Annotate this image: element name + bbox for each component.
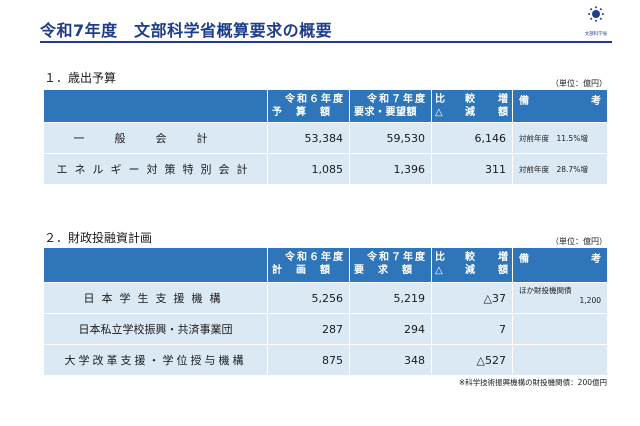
- row-note: [513, 314, 607, 344]
- row-prev: 1,085: [268, 154, 350, 184]
- row-diff: 6,146: [432, 123, 513, 153]
- header-request: 令和７年度 要 求 額: [350, 248, 432, 282]
- row-note: 対前年度 28.7%増: [519, 164, 588, 174]
- row-note-line1: ほか財投機関債: [519, 286, 572, 295]
- unit-note-expenditure: （単位：億円）: [551, 79, 607, 88]
- row-note-line2: 1,200: [579, 296, 601, 305]
- header-diff-b: 較: [465, 94, 475, 105]
- header-note-b: 考: [591, 96, 601, 107]
- header-prev-line2: 予 算 額: [272, 107, 332, 118]
- header-diff-f: 額: [498, 107, 508, 118]
- header-diff-a: 比: [435, 252, 445, 263]
- header-req-line2: 要求・要望額: [354, 107, 417, 118]
- row-note: [513, 345, 607, 375]
- row-name: 一般会計: [44, 123, 268, 153]
- header-diff-f: 額: [498, 265, 508, 276]
- header-note: 備 考: [513, 248, 607, 282]
- row-note: ほか財投機関債 1,200: [513, 283, 607, 313]
- header-prev-line1: 令和６年度: [285, 94, 345, 105]
- row-note: 対前年度 11.5%増: [519, 133, 588, 143]
- fiscal-loan-table: 令和６年度 計 画 額 令和７年度 要 求 額 比 較 増 △ 減 額 備 考 …: [44, 248, 607, 375]
- unit-note-fiscal-loan: （単位：億円）: [551, 237, 607, 246]
- header-note: 備 考: [513, 90, 607, 122]
- row-prev: 5,256: [268, 283, 350, 313]
- header-request: 令和７年度 要求・要望額: [350, 90, 432, 122]
- row-request: 5,219: [350, 283, 432, 313]
- header-prev-budget: 令和６年度 予 算 額: [268, 90, 350, 122]
- header-req-line1: 令和７年度: [367, 252, 427, 263]
- expenditure-table: 令和６年度 予 算 額 令和７年度 要求・要望額 比 較 増 △ 減 額 備 考…: [44, 90, 607, 184]
- header-diff-b: 較: [465, 252, 475, 263]
- row-diff: 311: [432, 154, 513, 184]
- table-row: 日本学生支援機構 5,256 5,219 △37 ほか財投機関債 1,200: [44, 282, 607, 313]
- row-prev: 875: [268, 345, 350, 375]
- row-request: 59,530: [350, 123, 432, 153]
- header-diff-e: 減: [465, 107, 475, 118]
- row-request: 294: [350, 314, 432, 344]
- sun-emblem-icon: [588, 6, 604, 22]
- footnote: ※科学技術振興機構の財投機関債：200億円: [458, 378, 607, 387]
- ministry-logo: 文部科学省: [581, 6, 611, 40]
- header-diff-e: 減: [465, 265, 475, 276]
- header-name-cell: [44, 248, 268, 282]
- header-note-a: 備: [519, 96, 529, 107]
- row-prev: 287: [268, 314, 350, 344]
- header-prev-line1: 令和６年度: [285, 252, 345, 263]
- row-request: 1,396: [350, 154, 432, 184]
- row-request: 348: [350, 345, 432, 375]
- table-header: 令和６年度 計 画 額 令和７年度 要 求 額 比 較 増 △ 減 額 備 考: [44, 248, 607, 282]
- row-name: 日本私立学校振興・共済事業団: [44, 314, 268, 344]
- table-header: 令和６年度 予 算 額 令和７年度 要求・要望額 比 較 増 △ 減 額 備 考: [44, 90, 607, 122]
- row-diff: 7: [432, 314, 513, 344]
- logo-text: 文部科学省: [584, 31, 608, 37]
- header-req-line1: 令和７年度: [367, 94, 427, 105]
- header-note-b: 考: [591, 254, 601, 265]
- table-row: 大学改革支援・学位授与機構 875 348 △527: [44, 344, 607, 375]
- table-row: 一般会計 53,384 59,530 6,146 対前年度 11.5%増: [44, 122, 607, 153]
- page-header: 令和7年度 文部科学省概算要求の概要 文部科学省: [0, 0, 640, 52]
- header-diff-c: 増: [498, 252, 508, 263]
- page-title: 令和7年度 文部科学省概算要求の概要: [40, 21, 333, 40]
- header-diff-c: 増: [498, 94, 508, 105]
- header-note-a: 備: [519, 254, 529, 265]
- row-diff: △37: [432, 283, 513, 313]
- header-name-cell: [44, 90, 268, 122]
- section-heading-fiscal-loan: ２．財政投融資計画: [44, 231, 153, 245]
- row-name: エネルギー対策特別会計: [44, 154, 268, 184]
- header-diff-d: △: [435, 107, 443, 118]
- header-difference: 比 較 増 △ 減 額: [432, 248, 513, 282]
- table-row: 日本私立学校振興・共済事業団 287 294 7: [44, 313, 607, 344]
- row-diff: △527: [432, 345, 513, 375]
- row-name: 大学改革支援・学位授与機構: [44, 345, 268, 375]
- header-prev-line2: 計 画 額: [272, 265, 332, 276]
- section-heading-expenditure: １．歳出予算: [44, 71, 117, 85]
- row-prev: 53,384: [268, 123, 350, 153]
- row-name: 日本学生支援機構: [44, 283, 268, 313]
- header-diff-a: 比: [435, 94, 445, 105]
- table-row: エネルギー対策特別会計 1,085 1,396 311 対前年度 28.7%増: [44, 153, 607, 184]
- title-rule: [40, 41, 612, 43]
- header-diff-d: △: [435, 265, 443, 276]
- header-prev-plan: 令和６年度 計 画 額: [268, 248, 350, 282]
- header-req-line2: 要 求 額: [354, 265, 414, 276]
- header-difference: 比 較 増 △ 減 額: [432, 90, 513, 122]
